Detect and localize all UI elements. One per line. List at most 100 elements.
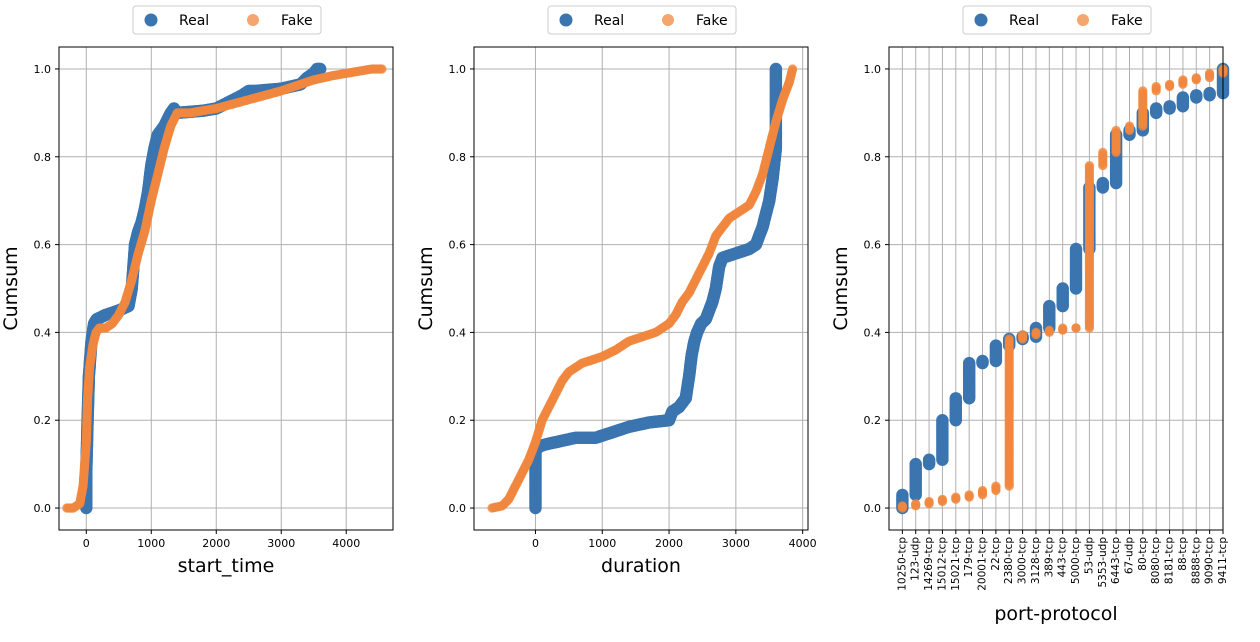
- point-fake: [951, 492, 961, 502]
- legend-box: [962, 5, 1152, 35]
- y-tick-label: 0.2: [864, 414, 882, 427]
- y-tick-label: 0.8: [864, 151, 882, 164]
- point-real: [1043, 299, 1056, 313]
- legend-marker-real: [559, 13, 573, 27]
- point-real: [989, 339, 1003, 352]
- x-tick-label: 443-tcp: [1057, 537, 1069, 578]
- y-tick-label: 0.4: [34, 326, 52, 339]
- y-tick-label: 0.8: [34, 151, 52, 164]
- point-fake: [911, 499, 921, 509]
- y-tick-label: 1.0: [449, 63, 467, 76]
- x-tick-label: 80-tcp: [1137, 537, 1149, 571]
- point-real: [1203, 86, 1216, 100]
- x-axis-label: duration: [601, 555, 681, 577]
- chart-panel-2: 0 1000 2000 3000 4000 0.0 0.2 0.4 0.6 0.8 1.0 durat…: [415, 5, 817, 577]
- point-fake: [377, 64, 387, 74]
- legend: Real Fake: [962, 5, 1152, 35]
- point-fake: [1031, 327, 1041, 337]
- y-tick-label: 0.0: [449, 502, 467, 515]
- data-marks: [896, 62, 1230, 515]
- x-tick-label: 22-tcp: [990, 537, 1002, 571]
- x-tick-label: 0: [532, 537, 539, 550]
- x-tick-label: 8181-tcp: [1164, 537, 1176, 584]
- series-real: [529, 62, 783, 515]
- x-tick-label: 2000: [202, 537, 230, 550]
- legend-label-fake: Fake: [696, 13, 728, 29]
- point-real: [922, 453, 936, 466]
- point-fake: [977, 485, 988, 496]
- legend-label-real: Real: [1009, 13, 1039, 29]
- point-fake: [1058, 323, 1068, 333]
- point-fake: [1018, 330, 1028, 340]
- point-fake: [937, 494, 948, 504]
- chart-panel-1: 0 1000 2000 3000 4000 0.0 0.2 0.4 0.6 0.8 1.0 start…: [0, 5, 394, 577]
- point-fake: [788, 64, 798, 74]
- x-tick-label: 5000-tcp: [1070, 537, 1082, 584]
- y-tick-label: 0.6: [449, 239, 467, 252]
- x-tick-label: 3128-tcp: [1030, 537, 1042, 584]
- x-tick-label: 15012-tcp: [936, 537, 948, 591]
- y-tick-label: 0.4: [864, 326, 882, 339]
- point-real: [949, 392, 962, 405]
- x-tick-label: 123-udp: [910, 537, 922, 581]
- y-tick-label: 0.4: [449, 326, 467, 339]
- x-tick-label: 389-tcp: [1043, 537, 1055, 578]
- point-fake: [1098, 147, 1108, 157]
- x-tick-label: 14269-tcp: [923, 537, 935, 591]
- axes-frame: [58, 46, 394, 531]
- x-tick-label: 4000: [789, 537, 817, 550]
- y-axis-label: Cumsum: [0, 246, 22, 330]
- y-tick-label: 1.0: [864, 63, 882, 76]
- data-marks: [487, 62, 798, 515]
- y-tick-label: 0.2: [34, 414, 52, 427]
- y-tick-label: 0.6: [34, 239, 52, 252]
- y-tick-label: 1.0: [34, 63, 52, 76]
- point-fake: [1151, 81, 1161, 92]
- legend-marker-real: [974, 13, 988, 27]
- legend: Real Fake: [547, 5, 737, 35]
- y-tick-label: 0.2: [449, 414, 467, 427]
- x-tick-label: 5353-udp: [1097, 537, 1109, 588]
- point-real: [769, 62, 783, 76]
- x-tick-label: 0: [83, 537, 90, 550]
- x-tick-label: 3000-tcp: [1017, 537, 1029, 584]
- point-fake: [1191, 73, 1201, 83]
- data-marks: [62, 62, 387, 515]
- x-tick-label: 1000: [137, 537, 165, 550]
- x-tick-label: 20001-tcp: [977, 537, 989, 591]
- y-tick-label: 0.0: [34, 502, 52, 515]
- x-tick-label: 15021-tcp: [950, 537, 962, 591]
- point-fake: [897, 501, 908, 511]
- legend-label-fake: Fake: [281, 13, 313, 29]
- legend-label-real: Real: [594, 13, 624, 29]
- point-real: [976, 354, 989, 368]
- point-real: [314, 62, 327, 76]
- point-fake: [1111, 125, 1121, 135]
- point-fake: [991, 481, 1001, 491]
- point-fake: [1178, 75, 1188, 85]
- x-tick-label: 8888-tcp: [1190, 537, 1202, 584]
- point-fake: [924, 496, 934, 507]
- point-fake: [1205, 68, 1215, 78]
- x-tick-label: 67-udp: [1123, 537, 1135, 574]
- x-tick-label: 53-udp: [1083, 537, 1095, 574]
- y-axis-label: Cumsum: [415, 246, 437, 330]
- point-fake: [964, 490, 974, 500]
- point-real: [1096, 176, 1110, 190]
- point-fake: [1071, 323, 1081, 333]
- x-tick-label: 2380-tcp: [1003, 537, 1015, 584]
- point-fake: [1084, 161, 1094, 171]
- legend-marker-fake: [1077, 14, 1089, 26]
- legend-box: [547, 5, 737, 35]
- x-tick-label: 1000: [588, 537, 616, 550]
- axes-frame: [473, 46, 809, 531]
- x-tick-label: 10250-tcp: [896, 537, 908, 591]
- x-tick-label: 179-tcp: [963, 537, 975, 578]
- axes-frame: [888, 46, 1224, 531]
- y-tick-label: 0.0: [864, 502, 882, 515]
- x-tick-label: 3000: [722, 537, 750, 550]
- point-fake: [1124, 121, 1135, 131]
- legend-box: [132, 5, 322, 35]
- series-fake: [897, 64, 1228, 513]
